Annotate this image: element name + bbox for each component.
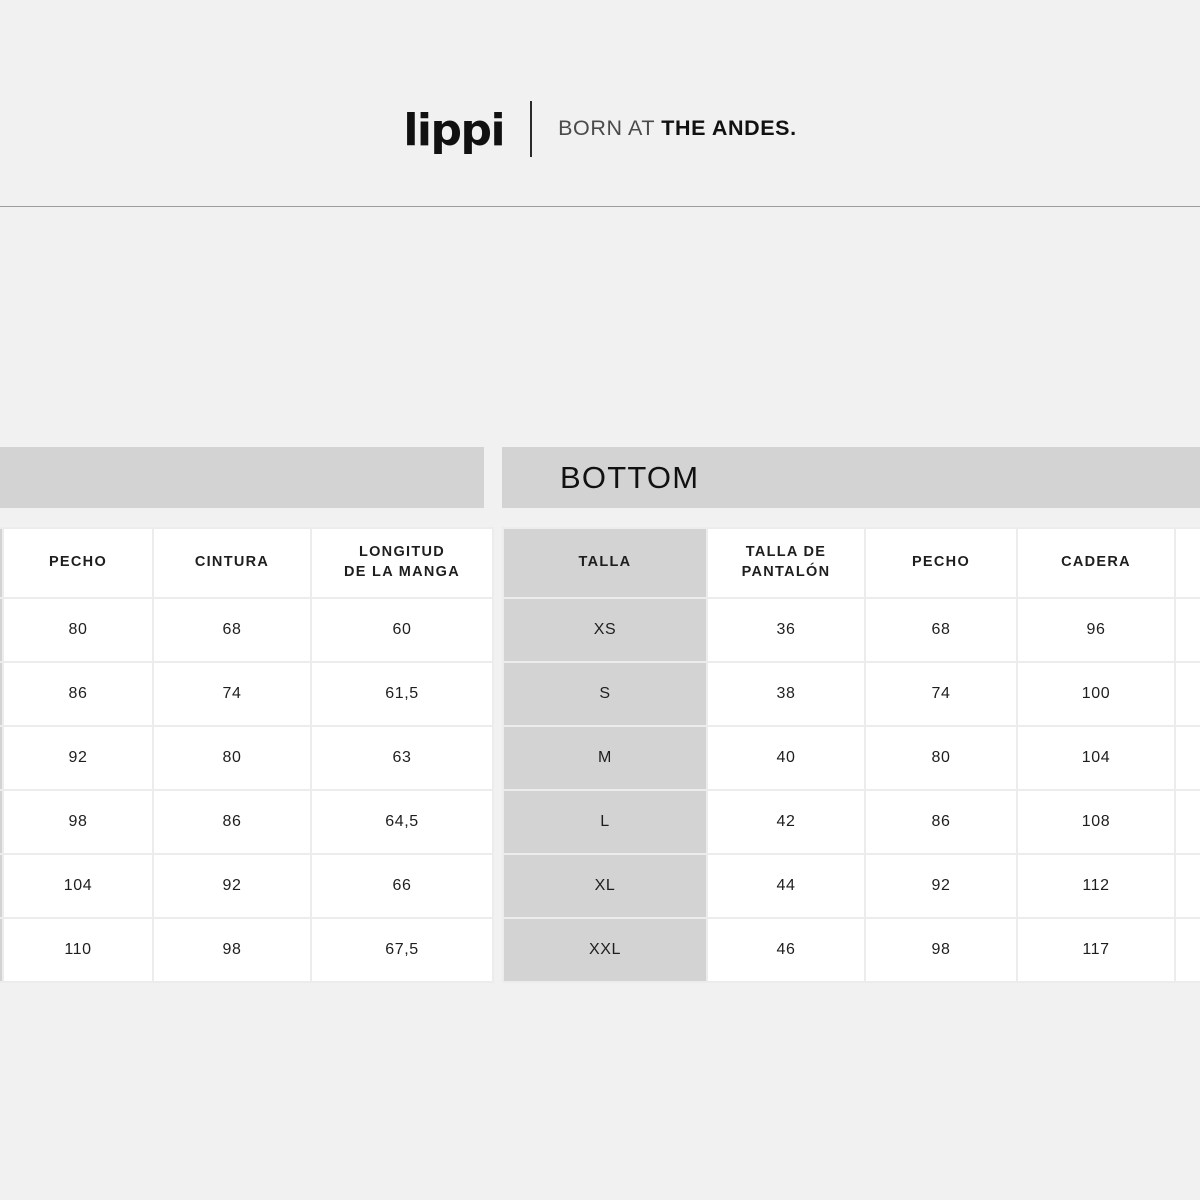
- cell-talla-pantalon: 36: [708, 599, 864, 661]
- lippi-logo[interactable]: lippi: [403, 105, 505, 156]
- cell-pecho: 86: [866, 791, 1016, 853]
- table-row: M 92 80 63: [0, 727, 492, 789]
- brand-lockup[interactable]: lippi BORN AT THE ANDES.: [0, 98, 1200, 160]
- cell-manga: 66: [312, 855, 492, 917]
- size-chart-top: TOP TALLA PECHO CINTURA LONGITUD DE LA M…: [0, 447, 494, 983]
- size-table-top: TALLA PECHO CINTURA LONGITUD DE LA MANGA…: [0, 527, 494, 983]
- column-header-pecho: PECHO: [4, 529, 152, 597]
- column-header-line1: TALLA DE: [745, 544, 827, 561]
- cell-pecho: 98: [4, 791, 152, 853]
- column-header-line1: LONGITUD: [358, 544, 446, 561]
- column-header-line2: PANTALÓN: [741, 564, 831, 580]
- tagline-bold-part: THE ANDES.: [661, 116, 797, 141]
- cell-cadera: 112: [1018, 855, 1174, 917]
- cell-talla: XXL: [504, 919, 706, 981]
- cell-entrepierna: [1176, 791, 1200, 853]
- table-row: XS 36 68 96: [504, 599, 1200, 661]
- column-header-cintura: CINTURA: [154, 529, 310, 597]
- chart-title-bottom: BOTTOM: [560, 460, 700, 495]
- cell-pecho: 98: [866, 919, 1016, 981]
- cell-pecho: 80: [866, 727, 1016, 789]
- cell-talla: S: [0, 663, 2, 725]
- cell-talla: M: [504, 727, 706, 789]
- cell-cadera: 96: [1018, 599, 1174, 661]
- cell-cadera: 104: [1018, 727, 1174, 789]
- cell-cintura: 98: [154, 919, 310, 981]
- table-row: XXL 110 98 67,5: [0, 919, 492, 981]
- header-divider-rule: [0, 206, 1200, 207]
- cell-talla: XS: [504, 599, 706, 661]
- cell-talla-pantalon: 42: [708, 791, 864, 853]
- column-header-cadera: CADERA: [1018, 529, 1174, 597]
- cell-cintura: 80: [154, 727, 310, 789]
- size-charts-area: TOP TALLA PECHO CINTURA LONGITUD DE LA M…: [0, 447, 1200, 983]
- table-row: XS 80 68 60: [0, 599, 492, 661]
- table-row: L 98 86 64,5: [0, 791, 492, 853]
- cell-cintura: 92: [154, 855, 310, 917]
- cell-talla-pantalon: 40: [708, 727, 864, 789]
- cell-pecho: 86: [4, 663, 152, 725]
- cell-talla: XS: [0, 599, 2, 661]
- size-table-bottom: TALLA TALLA DE PANTALÓN PECHO CADERA EN …: [502, 527, 1200, 983]
- column-header-talla: TALLA: [0, 529, 2, 597]
- column-header-pecho: PECHO: [866, 529, 1016, 597]
- cell-talla: XL: [0, 855, 2, 917]
- cell-talla: XXL: [0, 919, 2, 981]
- cell-entrepierna: [1176, 663, 1200, 725]
- cell-talla: L: [0, 791, 2, 853]
- table-row: XL 104 92 66: [0, 855, 492, 917]
- cell-entrepierna: [1176, 599, 1200, 661]
- brand-tagline: BORN AT THE ANDES.: [532, 118, 797, 140]
- cell-manga: 60: [312, 599, 492, 661]
- logo-divider: [530, 101, 533, 157]
- table-row: S 86 74 61,5: [0, 663, 492, 725]
- cell-manga: 64,5: [312, 791, 492, 853]
- cell-talla: XL: [504, 855, 706, 917]
- cell-manga: 61,5: [312, 663, 492, 725]
- cell-pecho: 104: [4, 855, 152, 917]
- column-header-entrepierna: EN: [1176, 529, 1200, 597]
- cell-pecho: 80: [4, 599, 152, 661]
- cell-talla: S: [504, 663, 706, 725]
- table-row: XXL 46 98 117: [504, 919, 1200, 981]
- table-row: XL 44 92 112: [504, 855, 1200, 917]
- table-row: S 38 74 100: [504, 663, 1200, 725]
- table-header-row: TALLA TALLA DE PANTALÓN PECHO CADERA EN: [504, 529, 1200, 597]
- cell-manga: 67,5: [312, 919, 492, 981]
- column-header-talla-pantalon: TALLA DE PANTALÓN: [708, 529, 864, 597]
- table-header-row: TALLA PECHO CINTURA LONGITUD DE LA MANGA: [0, 529, 492, 597]
- cell-talla-pantalon: 38: [708, 663, 864, 725]
- chart-title-bar-bottom: BOTTOM: [502, 447, 1200, 508]
- cell-pecho: 68: [866, 599, 1016, 661]
- cell-manga: 63: [312, 727, 492, 789]
- cell-cintura: 74: [154, 663, 310, 725]
- cell-talla: L: [504, 791, 706, 853]
- column-header-talla: TALLA: [504, 529, 706, 597]
- table-row: L 42 86 108: [504, 791, 1200, 853]
- cell-entrepierna: [1176, 919, 1200, 981]
- cell-cadera: 108: [1018, 791, 1174, 853]
- site-header: lippi BORN AT THE ANDES.: [0, 0, 1200, 207]
- cell-cadera: 117: [1018, 919, 1174, 981]
- cell-pecho: 74: [866, 663, 1016, 725]
- cell-entrepierna: [1176, 855, 1200, 917]
- cell-talla: M: [0, 727, 2, 789]
- cell-pecho: 92: [866, 855, 1016, 917]
- cell-cadera: 100: [1018, 663, 1174, 725]
- column-header-line2: DE LA MANGA: [343, 564, 461, 580]
- cell-cintura: 86: [154, 791, 310, 853]
- cell-pecho: 110: [4, 919, 152, 981]
- table-row: M 40 80 104: [504, 727, 1200, 789]
- cell-talla-pantalon: 44: [708, 855, 864, 917]
- size-chart-bottom: BOTTOM TALLA TALLA DE PANTALÓN PECHO CAD…: [502, 447, 1200, 983]
- cell-cintura: 68: [154, 599, 310, 661]
- cell-pecho: 92: [4, 727, 152, 789]
- chart-title-bar-top: TOP: [0, 447, 484, 508]
- cell-talla-pantalon: 46: [708, 919, 864, 981]
- cell-entrepierna: [1176, 727, 1200, 789]
- column-header-longitud-manga: LONGITUD DE LA MANGA: [312, 529, 492, 597]
- tagline-light-part: BORN AT: [558, 116, 662, 141]
